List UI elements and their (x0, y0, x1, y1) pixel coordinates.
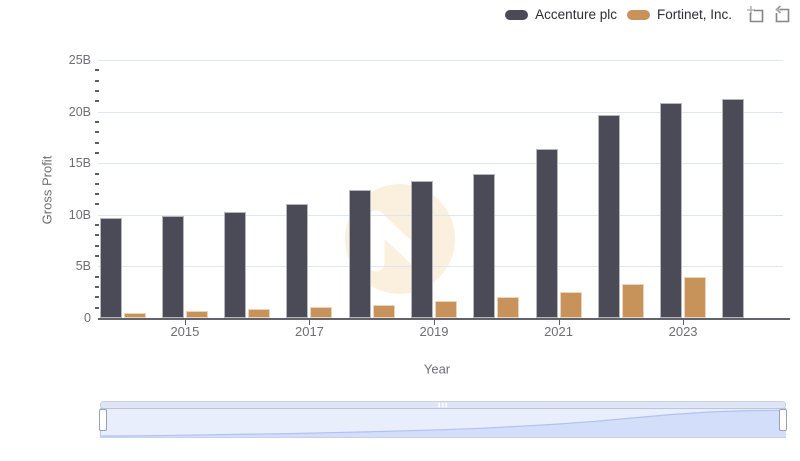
navigator-area-line (99, 409, 787, 437)
bar-accenture-plc-2018[interactable] (348, 190, 371, 318)
legend: Accenture plc Fortinet, Inc. (505, 5, 792, 24)
x-tick-label-2017: 2017 (294, 324, 324, 339)
bar-fortinet-inc-2022[interactable] (621, 283, 644, 318)
navigator-area-series (100, 410, 786, 438)
legend-items: Accenture plc Fortinet, Inc. (505, 7, 732, 22)
bar-accenture-plc-2017[interactable] (286, 204, 309, 318)
bar-accenture-plc-2016[interactable] (224, 211, 247, 318)
x-axis-title: Year (423, 361, 451, 377)
legend-label: Fortinet, Inc. (656, 7, 732, 22)
bar-accenture-plc-2023[interactable] (660, 103, 683, 318)
x-tick-2019 (434, 320, 435, 325)
bar-fortinet-inc-2016[interactable] (248, 308, 271, 318)
bar-accenture-plc-2015[interactable] (161, 215, 184, 318)
x-axis-line (98, 318, 790, 320)
zoom-selection-icon[interactable] (746, 5, 766, 24)
x-tick-2017 (309, 320, 311, 325)
y-minor-tick (95, 100, 99, 103)
x-tick-label-2015: 2015 (170, 324, 200, 339)
y-minor-tick (95, 244, 99, 247)
bar-fortinet-inc-2020[interactable] (497, 297, 520, 318)
gridline-5B (98, 266, 783, 268)
y-tick-label-25B: 25B (68, 53, 91, 67)
legend-label: Accenture plc (535, 7, 617, 22)
y-minor-tick (95, 255, 99, 258)
y-minor-tick (95, 69, 99, 72)
bar-fortinet-inc-2019[interactable] (435, 301, 457, 318)
y-minor-tick (95, 203, 99, 206)
reset-zoom-icon[interactable] (772, 5, 792, 24)
bar-accenture-plc-2014[interactable] (99, 217, 122, 318)
y-minor-tick (95, 182, 99, 185)
y-minor-tick (95, 89, 99, 92)
navigator-right-handle[interactable] (779, 409, 787, 431)
x-tick-label-2021: 2021 (544, 324, 573, 339)
bar-accenture-plc-2024[interactable] (722, 99, 745, 318)
y-minor-tick (95, 296, 99, 299)
navigator-grip-icon (438, 402, 447, 408)
x-tick-label-2023: 2023 (668, 324, 698, 339)
legend-swatch (505, 9, 529, 20)
bar-fortinet-inc-2015[interactable] (185, 310, 208, 318)
y-tick-label-10B: 10B (68, 207, 91, 222)
navigator-left-handle[interactable] (99, 409, 107, 431)
y-minor-tick (95, 193, 99, 196)
range-navigator[interactable] (99, 400, 787, 441)
y-minor-tick (95, 306, 99, 309)
y-minor-tick (95, 275, 99, 278)
bar-accenture-plc-2020[interactable] (473, 173, 496, 318)
x-tick-2015 (184, 320, 186, 325)
bar-fortinet-inc-2014[interactable] (123, 312, 146, 318)
bar-accenture-plc-2021[interactable] (535, 148, 558, 318)
y-minor-tick (95, 151, 99, 154)
legend-swatch (626, 9, 650, 20)
y-tick-label-0: 0 (84, 311, 91, 325)
y-minor-tick (95, 234, 99, 237)
bar-fortinet-inc-2017[interactable] (310, 306, 333, 318)
y-minor-tick (95, 224, 99, 227)
y-minor-tick (95, 131, 99, 134)
gridline-20B (98, 111, 783, 113)
bar-fortinet-inc-2023[interactable] (684, 276, 707, 318)
gridline-10B (98, 214, 783, 216)
x-tick-2023 (683, 320, 685, 325)
y-minor-tick (95, 141, 99, 144)
y-minor-tick (95, 286, 99, 289)
bar-accenture-plc-2022[interactable] (597, 114, 620, 318)
gridline-15B (98, 163, 783, 165)
bar-fortinet-inc-2021[interactable] (559, 292, 582, 318)
y-tick-label-20B: 20B (68, 104, 91, 119)
x-tick-label-2019: 2019 (419, 324, 449, 339)
y-minor-tick (95, 120, 99, 123)
legend-item-accenture-plc[interactable]: Accenture plc (505, 7, 617, 22)
gridline-25B (98, 60, 783, 61)
y-minor-tick (95, 172, 99, 175)
y-tick-label-5B: 5B (75, 259, 91, 274)
bar-accenture-plc-2019[interactable] (411, 180, 433, 318)
legend-tools (746, 5, 792, 24)
y-minor-tick (95, 79, 99, 82)
y-tick-label-15B: 15B (68, 156, 91, 171)
bar-fortinet-inc-2018[interactable] (372, 304, 395, 318)
x-tick-2021 (558, 320, 560, 325)
legend-item-fortinet-inc[interactable]: Fortinet, Inc. (626, 7, 732, 22)
